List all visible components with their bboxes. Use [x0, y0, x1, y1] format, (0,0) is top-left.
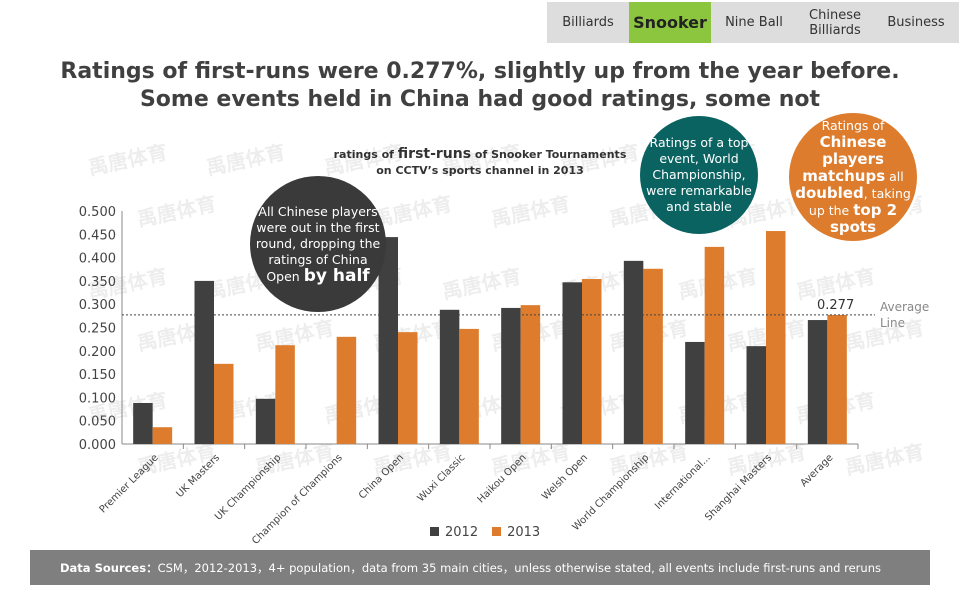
callout-china-open: All Chinese players were out in the firs…: [250, 176, 386, 312]
bar-2013: [275, 345, 295, 444]
callout-bold: doubled: [795, 184, 864, 202]
bar-2013: [152, 427, 173, 444]
legend: 2012 2013: [430, 525, 540, 540]
bar-2012: [623, 260, 644, 444]
callout-world-championship: Ratings of a top event, World Championsh…: [640, 116, 758, 234]
y-tick-label: 0.250: [79, 322, 116, 337]
y-tick-label: 0.500: [79, 205, 116, 220]
bar-2013: [704, 246, 725, 444]
watermark: 禹唐体育: [204, 140, 287, 180]
bar-2013: [214, 363, 234, 444]
tab-business[interactable]: Business: [887, 15, 945, 30]
watermark: 禹唐体育: [440, 140, 523, 180]
y-tick-label: 0.400: [79, 252, 116, 267]
bar-2012: [133, 402, 153, 444]
watermark: 禹唐体育: [489, 191, 572, 231]
footer-text: CSM，2012-2013，4+ population，data from 35…: [157, 560, 881, 575]
watermark: 禹唐体育: [558, 140, 641, 180]
y-tick-label: 0.050: [79, 415, 116, 430]
y-tick-label: 0.350: [79, 275, 116, 290]
tab-chinese-billiards[interactable]: Chinese Billiards: [809, 7, 861, 38]
chart-subtitle: on CCTV’s sports channel in 2013: [376, 164, 584, 177]
callout-text: , taking up the: [808, 186, 911, 218]
legend-2013: 2013: [492, 525, 540, 540]
x-tick-label: UK Championship: [213, 452, 283, 522]
bar-2013: [766, 231, 786, 444]
y-tick-label: 0.000: [79, 438, 116, 453]
chart-title: ratings of first-runs of Snooker Tournam…: [300, 146, 660, 179]
chart-title-pre: ratings of: [333, 148, 394, 161]
callout-bold: by half: [303, 265, 370, 286]
title-line-1: Ratings of first-runs were 0.277%, sligh…: [60, 59, 900, 84]
chart-title-post: of Snooker Tournaments: [474, 148, 627, 161]
callout-text: All Chinese players were out in the firs…: [255, 203, 381, 284]
legend-2012: 2012: [430, 525, 478, 540]
legend-label: 2012: [445, 525, 479, 540]
bar-2013: [398, 332, 418, 444]
bar-2013: [336, 336, 357, 444]
watermark: 禹唐体育: [843, 439, 926, 479]
average-value-label: 0.277: [817, 298, 854, 313]
watermark: 禹唐体育: [322, 140, 405, 180]
bar-2013: [520, 305, 541, 444]
y-tick-label: 0.450: [79, 228, 116, 243]
callout-bold: Chinese players matchups: [802, 133, 887, 185]
watermark: 禹唐体育: [135, 191, 218, 231]
callout-bold: top 2: [853, 201, 898, 219]
watermark: 禹唐体育: [86, 140, 169, 180]
tab-bar: Billiards Snooker Nine Ball Chinese Bill…: [547, 2, 959, 43]
bar-2013: [582, 279, 602, 444]
chart-title-bold: first-runs: [397, 146, 472, 162]
tab-billiards[interactable]: Billiards: [562, 15, 614, 30]
y-tick-label: 0.300: [79, 298, 116, 313]
callout-text: all: [889, 169, 904, 184]
callout-text: Ratings of: [821, 118, 885, 133]
footer-label: Data Sources：: [60, 560, 158, 575]
bar-2012: [746, 346, 766, 444]
average-line-label: Average: [880, 300, 929, 314]
page-title: Ratings of first-runs were 0.277%, sligh…: [0, 58, 960, 114]
bar-2012: [255, 398, 276, 444]
average-line-label: Line: [880, 316, 905, 330]
tab-snooker[interactable]: Snooker: [629, 2, 711, 43]
bar-2012: [439, 309, 460, 444]
bar-2013: [643, 268, 663, 444]
title-line-2: Some events held in China had good ratin…: [139, 87, 821, 112]
legend-label: 2013: [507, 525, 541, 540]
bar-2012: [378, 237, 398, 444]
y-tick-label: 0.150: [79, 368, 116, 383]
bar-2012: [562, 282, 582, 444]
callout-chinese-players: Ratings of Chinese players matchups all …: [786, 110, 920, 244]
y-tick-label: 0.200: [79, 345, 116, 360]
y-tick-label: 0.100: [79, 391, 116, 406]
bar-2013: [827, 314, 847, 444]
bar-2012: [807, 320, 828, 444]
callout-bold: spots: [829, 218, 877, 236]
watermark: 禹唐体育: [440, 264, 523, 304]
tab-nine-ball[interactable]: Nine Ball: [725, 15, 783, 30]
bar-2012: [685, 341, 705, 444]
callout-text: Ratings of a top event, World Championsh…: [646, 135, 752, 214]
bar-2012: [501, 307, 521, 444]
x-tick-label: Premier League: [98, 452, 161, 515]
bar-2013: [459, 328, 479, 444]
bar-2012: [194, 280, 214, 444]
data-sources-footer: Data Sources： CSM，2012-2013，4+ population…: [30, 550, 930, 585]
